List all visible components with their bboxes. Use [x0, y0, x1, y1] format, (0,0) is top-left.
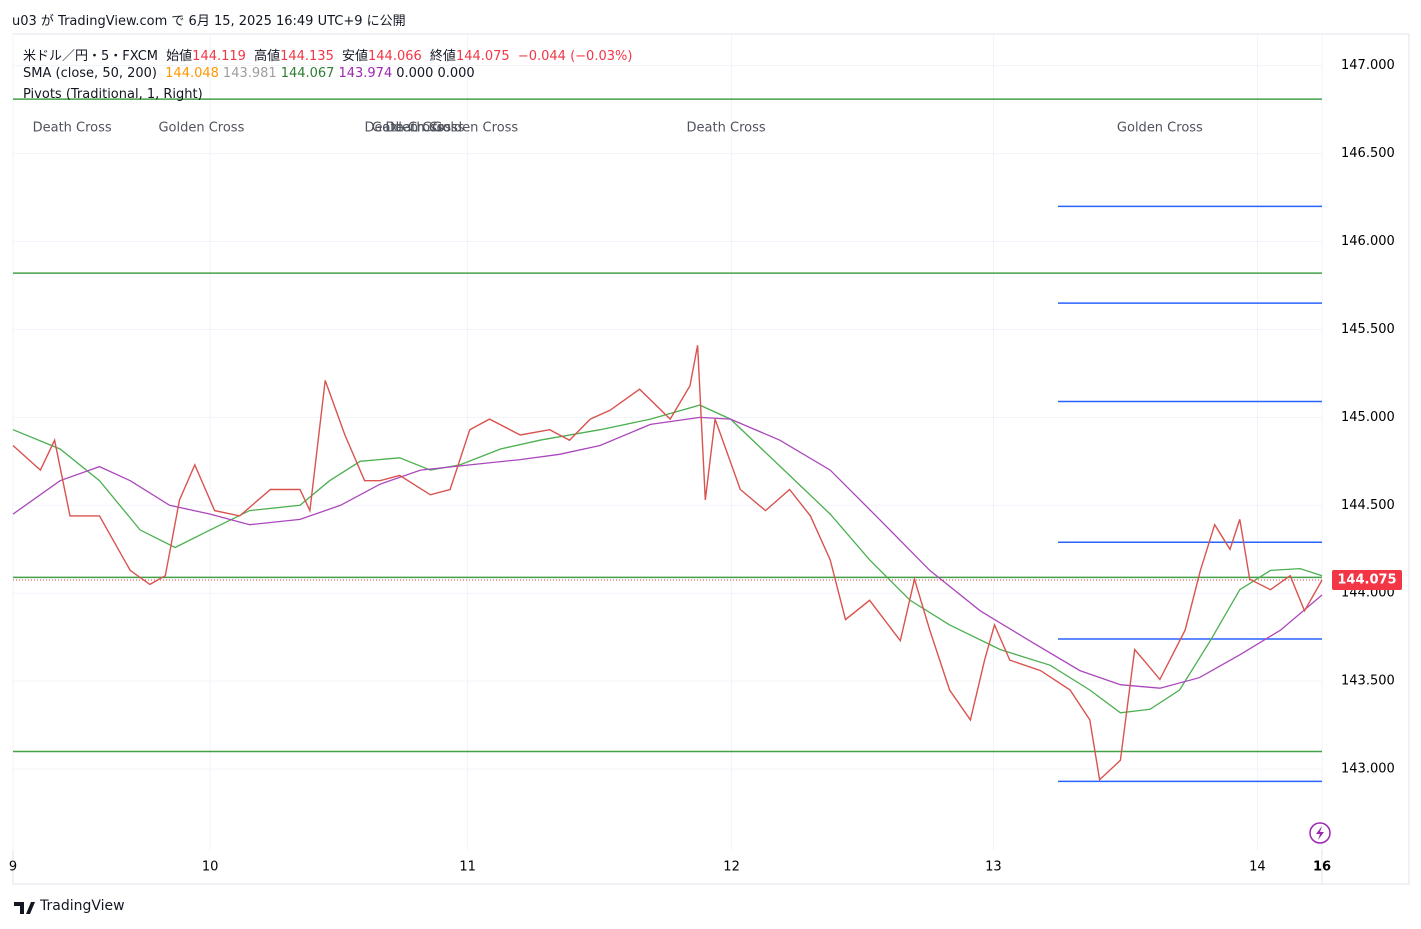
annotation: Golden Cross [1117, 121, 1203, 136]
x-tick-label: 13 [985, 860, 1002, 875]
annotation: Death Cross [365, 121, 444, 136]
y-tick-label: 145.500 [1341, 322, 1395, 337]
lightning-icon[interactable] [1309, 822, 1331, 844]
low: 144.066 [368, 49, 422, 64]
tv-logo [14, 902, 35, 914]
annotation: Golden Cross [372, 121, 458, 136]
y-tick-label: 143.000 [1341, 762, 1395, 777]
low-label: 安値 [342, 49, 369, 64]
frame [12, 33, 1410, 885]
change: −0.044 (−0.03%) [517, 49, 633, 64]
open: 144.119 [192, 49, 246, 64]
annotation: Death Cross [385, 121, 464, 136]
pivots-label: Pivots (Traditional, 1, Right) [23, 87, 203, 102]
legend-ohlc: 米ドル／円・5・FXCM 始値144.119 高値144.135 安値144.0… [23, 45, 636, 64]
close-label: 終値 [429, 49, 456, 64]
high: 144.135 [280, 49, 334, 64]
y-tick-label: 145.000 [1341, 410, 1395, 425]
sma-value: 143.981 [222, 66, 277, 81]
x-tick-label: 11 [459, 860, 476, 875]
y-tick-label: 146.000 [1341, 234, 1395, 249]
y-tick-label: 144.500 [1341, 498, 1395, 513]
sma-value: 144.048 [165, 66, 219, 81]
sma-line [12, 404, 1323, 714]
legend-pivots: Pivots (Traditional, 1, Right) [23, 87, 207, 102]
y-tick-label: 143.500 [1341, 674, 1395, 689]
y-tick-label: 147.000 [1341, 58, 1395, 73]
sma-value: 143.974 [338, 66, 393, 81]
sma-line [12, 416, 1323, 689]
x-tick-label: 10 [202, 860, 219, 875]
legend-sma: SMA (close, 50, 200) 144.048 143.981 144.0… [23, 66, 479, 81]
sma-value: 144.067 [280, 66, 335, 81]
sma-value: 0.000 [437, 66, 475, 81]
y-tick-label: 146.500 [1341, 146, 1395, 161]
high-label: 高値 [254, 49, 281, 64]
open-label: 始値 [166, 49, 193, 64]
x-tick-label: 9 [9, 860, 17, 875]
sma-value: 0.000 [396, 66, 434, 81]
annotation: Death Cross [33, 121, 112, 136]
last-price-box [1332, 570, 1402, 591]
annotation: Golden Cross [432, 121, 518, 136]
price-line [12, 345, 1323, 782]
x-tick-label: 14 [1249, 860, 1266, 875]
x-tick-label: 12 [723, 860, 740, 875]
annotation: Golden Cross [158, 121, 244, 136]
symbol: 米ドル／円・5・FXCM [23, 49, 159, 64]
annotation: Death Cross [687, 121, 766, 136]
publisher: u03 が TradingView.com で 6月 15, 2025 16:4… [12, 14, 406, 29]
brand: TradingView [40, 898, 125, 914]
x-tick-label: 16 [1313, 860, 1331, 875]
close: 144.075 [455, 49, 510, 64]
last-price-label: 144.075 [1337, 573, 1396, 588]
sma-label: SMA (close, 50, 200) [23, 66, 158, 81]
